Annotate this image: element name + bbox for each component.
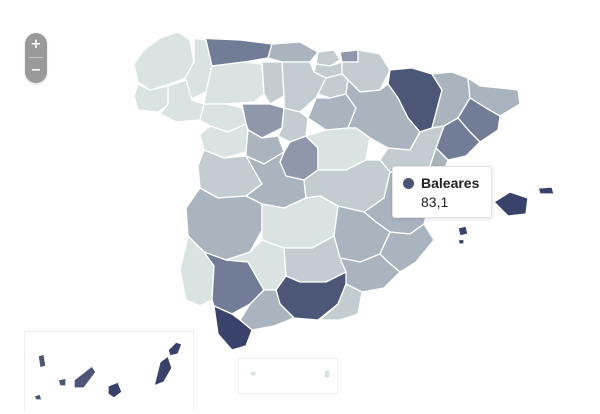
province-baleares-ibiza[interactable]: [457, 225, 469, 237]
province-canarias-fuerteventura[interactable]: [153, 355, 173, 387]
province-canarias-lanzarote[interactable]: [167, 341, 183, 357]
province-cantabria[interactable]: [267, 41, 319, 63]
province-guipuzcoa[interactable]: [339, 49, 359, 63]
province-asturias[interactable]: [193, 37, 273, 67]
zoom-control: + −: [25, 33, 47, 83]
map-tooltip: Baleares 83,1: [392, 166, 492, 218]
tooltip-header: Baleares: [403, 175, 481, 191]
canarias-inset-frame: [24, 331, 194, 411]
zoom-divider: [29, 57, 43, 59]
province-canarias-el-hierro[interactable]: [33, 393, 43, 401]
province-palencia[interactable]: [261, 61, 285, 105]
zoom-in-button[interactable]: +: [25, 34, 47, 56]
province-ceuta[interactable]: [249, 369, 257, 377]
province-melilla[interactable]: [323, 369, 331, 379]
province-baleares-formentera[interactable]: [457, 238, 465, 245]
tooltip-value: 83,1: [421, 194, 449, 210]
province-guadalajara[interactable]: [305, 127, 371, 171]
province-canarias-gran-canaria[interactable]: [107, 381, 123, 399]
tooltip-color-dot: [403, 177, 414, 189]
zoom-out-button[interactable]: −: [25, 60, 47, 82]
province-baleares-menorca[interactable]: [537, 186, 555, 195]
province-vizcaya[interactable]: [315, 49, 341, 67]
province-baleares-mallorca[interactable]: [493, 191, 529, 217]
province-canarias-la-palma[interactable]: [37, 353, 47, 369]
province-almeria[interactable]: [319, 283, 363, 321]
province-a-coruna[interactable]: [133, 31, 195, 91]
province-cadiz[interactable]: [213, 305, 253, 351]
tooltip-region-name: Baleares: [421, 175, 480, 191]
province-leon[interactable]: [203, 61, 265, 105]
province-canarias-la-gomera[interactable]: [57, 377, 67, 387]
ceuta-melilla-inset-frame: [238, 358, 338, 394]
province-canarias-tenerife[interactable]: [73, 365, 97, 389]
